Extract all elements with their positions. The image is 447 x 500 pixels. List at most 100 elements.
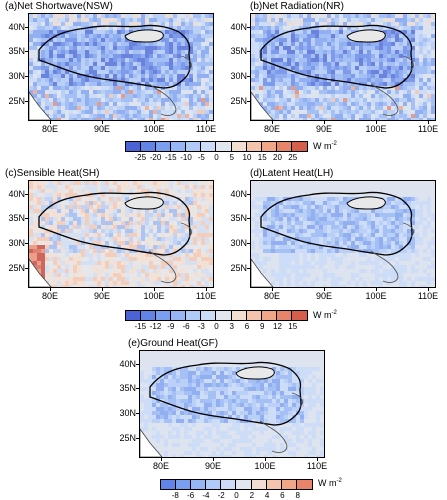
colorbar-tick-label: 6 bbox=[244, 322, 250, 331]
colorbar-swatch bbox=[186, 142, 202, 151]
latitude-label: 35N bbox=[230, 213, 247, 223]
latitude-tick bbox=[136, 438, 139, 439]
latitude-label: 25N bbox=[230, 263, 247, 273]
colorbar-tick-label: 0 bbox=[234, 491, 239, 500]
contour-line bbox=[148, 222, 192, 284]
colorbar-tick-label: -12 bbox=[149, 322, 162, 331]
colorbar-1 bbox=[125, 141, 308, 152]
colorbar-tick-label: -6 bbox=[187, 491, 195, 500]
basin-outline bbox=[124, 196, 164, 210]
longitude-label: 80E bbox=[41, 291, 58, 301]
longitude-label: 100E bbox=[143, 291, 165, 301]
colorbar-swatch bbox=[141, 311, 157, 320]
latitude-label: 35N bbox=[8, 46, 25, 56]
map-panel-e bbox=[139, 350, 325, 458]
longitude-tick bbox=[376, 121, 377, 124]
colorbar-tick-label: 20 bbox=[273, 153, 282, 162]
colorbar-swatch bbox=[261, 311, 277, 320]
longitude-label: 90E bbox=[315, 291, 332, 301]
colorbar-swatch bbox=[156, 142, 172, 151]
longitude-tick bbox=[206, 121, 207, 124]
colorbar-tick-label: -15 bbox=[134, 322, 147, 331]
colorbar-swatch bbox=[281, 480, 297, 489]
latitude-tick bbox=[247, 27, 250, 28]
panel-c-title: (c)Sensible Heat(SH) bbox=[5, 168, 100, 179]
longitude-tick bbox=[265, 458, 266, 461]
colorbar-tick-label: 6 bbox=[280, 491, 285, 500]
panel-b-title: (b)Net Radiation(NR) bbox=[250, 1, 344, 12]
longitude-label: 90E bbox=[93, 291, 110, 301]
colorbar-swatch bbox=[206, 480, 222, 489]
longitude-label: 80E bbox=[41, 124, 58, 134]
colorbar-swatch bbox=[126, 311, 142, 320]
latitude-tick bbox=[25, 194, 28, 195]
latitude-tick bbox=[247, 51, 250, 52]
colorbar-tick-label: -4 bbox=[202, 491, 210, 500]
latitude-tick bbox=[136, 364, 139, 365]
longitude-label: 80E bbox=[263, 124, 280, 134]
colorbar-3 bbox=[160, 479, 313, 490]
map-d-canvas bbox=[251, 181, 435, 287]
colorbar-swatch bbox=[201, 142, 217, 151]
longitude-tick bbox=[376, 288, 377, 291]
map-panel-a bbox=[28, 13, 214, 121]
longitude-tick bbox=[324, 288, 325, 291]
plateau-boundary bbox=[38, 24, 191, 89]
ocean-area bbox=[140, 428, 163, 457]
longitude-tick bbox=[102, 288, 103, 291]
map-a-canvas bbox=[29, 14, 213, 120]
map-panel-d bbox=[250, 180, 436, 288]
plateau-boundary bbox=[149, 361, 302, 426]
latitude-tick bbox=[247, 194, 250, 195]
ocean-area bbox=[29, 258, 52, 287]
colorbar-tick-label: -6 bbox=[182, 322, 190, 331]
colorbar-tick-label: 4 bbox=[264, 491, 270, 500]
longitude-label: 110E bbox=[417, 291, 439, 301]
colorbar-tick-label: -8 bbox=[171, 491, 179, 500]
colorbar-swatch bbox=[126, 142, 142, 151]
contour-line bbox=[148, 55, 192, 117]
latitude-tick bbox=[247, 243, 250, 244]
longitude-label: 80E bbox=[152, 461, 169, 471]
colorbar-tick-label: 25 bbox=[288, 153, 298, 162]
longitude-label: 90E bbox=[204, 461, 221, 471]
colorbar-swatch bbox=[251, 480, 267, 489]
longitude-tick bbox=[428, 288, 429, 291]
plateau-boundary bbox=[260, 191, 413, 256]
ocean-area bbox=[251, 258, 274, 287]
latitude-tick bbox=[25, 218, 28, 219]
latitude-tick bbox=[25, 51, 28, 52]
colorbar-tick-label: 15 bbox=[257, 153, 267, 162]
latitude-tick bbox=[247, 218, 250, 219]
map-e-canvas bbox=[140, 351, 324, 457]
longitude-label: 90E bbox=[315, 124, 332, 134]
colorbar-swatch bbox=[291, 311, 307, 320]
basin-outline bbox=[124, 29, 164, 43]
colorbar-tick-label: 12 bbox=[273, 322, 282, 331]
colorbar-swatch bbox=[236, 480, 252, 489]
latitude-label: 40N bbox=[230, 189, 247, 199]
longitude-tick bbox=[428, 121, 429, 124]
longitude-tick bbox=[213, 458, 214, 461]
latitude-tick bbox=[247, 101, 250, 102]
colorbar-swatch bbox=[186, 311, 202, 320]
latitude-tick bbox=[25, 268, 28, 269]
longitude-label: 100E bbox=[143, 124, 165, 134]
latitude-tick bbox=[25, 76, 28, 77]
panel-a-title: (a)Net Shortwave(NSW) bbox=[5, 1, 113, 12]
panel-e-title: (e)Ground Heat(GF) bbox=[128, 338, 219, 349]
map-panel-c bbox=[28, 180, 214, 288]
latitude-tick bbox=[25, 243, 28, 244]
latitude-tick bbox=[247, 76, 250, 77]
colorbar-swatch bbox=[246, 142, 262, 151]
latitude-label: 30N bbox=[230, 238, 247, 248]
colorbar-tick-label: 0 bbox=[214, 153, 219, 162]
map-c-canvas bbox=[29, 181, 213, 287]
latitude-label: 25N bbox=[230, 96, 247, 106]
longitude-label: 110E bbox=[195, 124, 217, 134]
colorbar-2-unit: W m-2 bbox=[313, 310, 337, 320]
colorbar-swatch bbox=[216, 142, 232, 151]
latitude-label: 40N bbox=[230, 22, 247, 32]
colorbar-tick-label: -10 bbox=[180, 153, 192, 162]
longitude-tick bbox=[272, 121, 273, 124]
